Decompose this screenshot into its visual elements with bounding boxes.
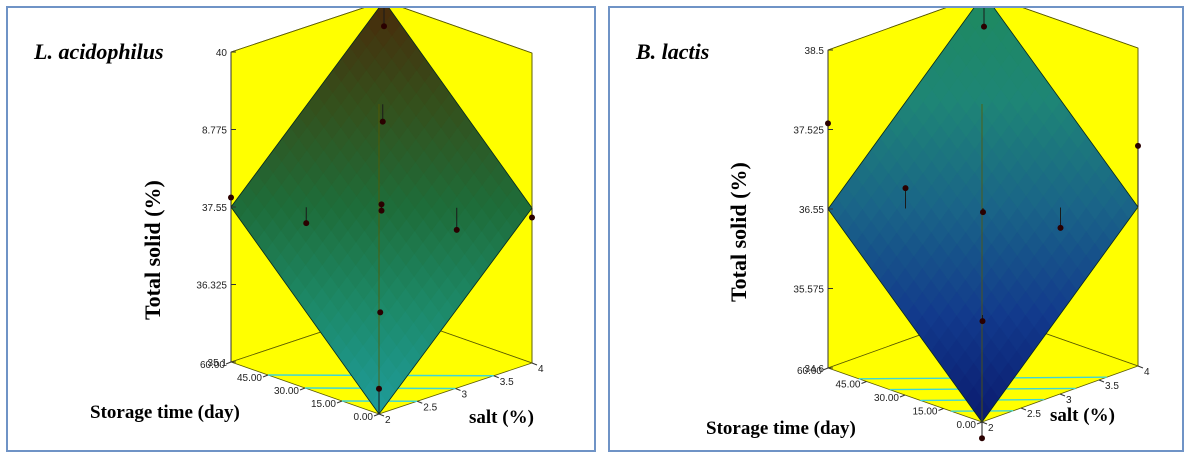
y-tick-label: 3.5 bbox=[500, 377, 514, 388]
z-tick-label: 36.325 bbox=[196, 281, 227, 292]
data-point bbox=[1135, 142, 1141, 149]
y-tick-mark bbox=[1020, 407, 1027, 411]
x-axis-label: Storage time (day) bbox=[90, 402, 240, 423]
y-tick-mark bbox=[455, 388, 461, 391]
data-point bbox=[378, 207, 385, 214]
y-tick-label: 3 bbox=[462, 390, 468, 401]
data-point bbox=[980, 209, 986, 216]
z-tick-label: 34.6 bbox=[805, 364, 825, 375]
y-tick-mark bbox=[378, 413, 385, 417]
x-tick-mark bbox=[861, 381, 867, 384]
y-tick-mark bbox=[531, 362, 538, 366]
box-edge bbox=[827, 8, 947, 51]
plot-area: 34.6 35.575 36.55 37.525 38.5 0.00 15.00 30.00 4… bbox=[793, 8, 1150, 442]
data-point bbox=[228, 194, 234, 201]
surface-cell bbox=[966, 8, 985, 31]
z-tick-label: 8.775 bbox=[202, 126, 227, 137]
x-tick-mark bbox=[899, 394, 906, 398]
surface-outline bbox=[230, 8, 533, 415]
data-point bbox=[979, 435, 985, 442]
z-axis-label: Total solid (%) bbox=[140, 180, 165, 320]
data-point bbox=[379, 118, 386, 125]
box-edge bbox=[230, 8, 365, 53]
x-tick-label: 30.00 bbox=[274, 386, 299, 397]
y-tick-mark bbox=[493, 375, 499, 379]
data-point bbox=[378, 201, 385, 208]
y-tick-label: 3.5 bbox=[1105, 381, 1119, 392]
y-tick-mark bbox=[417, 400, 423, 404]
x-axis-label: Storage time (day) bbox=[706, 418, 856, 439]
z-tick-label: 37.55 bbox=[202, 203, 227, 214]
surface-outline bbox=[827, 8, 1139, 423]
x-tick-label: 0.00 bbox=[957, 420, 977, 431]
data-point bbox=[981, 23, 987, 30]
z-tick-label: 40 bbox=[216, 48, 228, 59]
y-tick-label: 3 bbox=[1066, 395, 1072, 406]
x-tick-mark bbox=[336, 400, 343, 404]
data-point bbox=[381, 23, 387, 30]
y-axis-label: salt (%) bbox=[1050, 405, 1115, 426]
x-tick-label: 15.00 bbox=[311, 399, 336, 410]
x-tick-mark bbox=[373, 413, 380, 417]
x-tick-label: 15.00 bbox=[912, 407, 937, 418]
data-point bbox=[1057, 224, 1064, 231]
y-axis-label: salt (%) bbox=[469, 407, 534, 428]
box-edge bbox=[1022, 8, 1139, 49]
x-tick-mark bbox=[822, 367, 829, 371]
data-point bbox=[303, 220, 310, 227]
x-tick-mark bbox=[299, 387, 306, 391]
data-point bbox=[825, 120, 831, 127]
data-point bbox=[902, 185, 909, 192]
box-edge bbox=[402, 8, 533, 54]
z-tick-label: 37.525 bbox=[793, 126, 824, 137]
x-tick-mark bbox=[938, 408, 944, 411]
z-axis-label: Total solid (%) bbox=[726, 162, 751, 302]
y-tick-label: 4 bbox=[538, 364, 544, 375]
x-tick-mark bbox=[976, 421, 983, 425]
surface-plot-b-lactis: B. lactis Total solid (%) Storage time (… bbox=[635, 8, 1150, 442]
y-tick-mark bbox=[1098, 379, 1105, 383]
data-point bbox=[376, 385, 382, 392]
data-point bbox=[979, 318, 986, 325]
plot-area: 35.1 36.325 37.55 8.775 40 0.00 15.00 30.00 45.0… bbox=[196, 8, 544, 426]
y-tick-label: 2 bbox=[385, 415, 391, 426]
y-tick-mark bbox=[981, 421, 988, 425]
data-point bbox=[453, 226, 460, 233]
y-tick-label: 2.5 bbox=[423, 402, 437, 413]
z-tick-label: 35.1 bbox=[208, 358, 228, 369]
x-tick-mark bbox=[225, 361, 232, 365]
x-tick-label: 45.00 bbox=[237, 373, 262, 384]
surface-plot-l-acidophilus: L. acidophilus Total solid (%) Storage t… bbox=[33, 8, 544, 428]
x-tick-label: 60.00 bbox=[200, 360, 225, 371]
y-tick-label: 4 bbox=[1144, 367, 1150, 378]
x-tick-label: 0.00 bbox=[354, 412, 374, 423]
z-tick-label: 36.55 bbox=[799, 205, 824, 216]
y-tick-label: 2.5 bbox=[1027, 409, 1041, 420]
chart-panel-b-lactis: B. lactis Total solid (%) Storage time (… bbox=[608, 6, 1184, 452]
chart-title: L. acidophilus bbox=[33, 39, 164, 64]
data-point bbox=[529, 214, 535, 221]
x-tick-label: 30.00 bbox=[874, 393, 899, 404]
z-tick-label: 38.5 bbox=[805, 46, 825, 57]
x-tick-mark bbox=[262, 374, 269, 378]
y-tick-label: 2 bbox=[988, 423, 994, 434]
z-tick-label: 35.575 bbox=[793, 285, 824, 296]
surface-cell bbox=[983, 8, 1002, 31]
data-point bbox=[377, 309, 384, 316]
y-tick-mark bbox=[1059, 393, 1066, 397]
y-tick-mark bbox=[1137, 365, 1144, 369]
chart-title: B. lactis bbox=[635, 39, 709, 64]
x-tick-label: 45.00 bbox=[835, 380, 860, 391]
chart-panel-l-acidophilus: L. acidophilus Total solid (%) Storage t… bbox=[6, 6, 596, 452]
x-tick-label: 60.00 bbox=[797, 366, 822, 377]
